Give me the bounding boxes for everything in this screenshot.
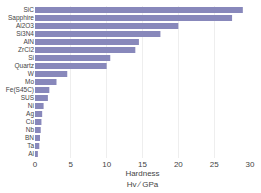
svg-text:HardnessHv ∕ GPa: HardnessHv ∕ GPa <box>125 169 159 188</box>
svg-text:Quartz: Quartz <box>14 62 34 70</box>
svg-text:30: 30 <box>246 160 255 169</box>
svg-text:ZrCl2: ZrCl2 <box>18 46 34 53</box>
svg-text:Sapphire: Sapphire <box>8 14 34 22</box>
svg-text:5: 5 <box>69 160 74 169</box>
svg-text:Ni: Ni <box>28 102 34 109</box>
svg-text:W: W <box>28 70 35 77</box>
svg-text:Fe(S45C): Fe(S45C) <box>6 86 34 94</box>
svg-text:SiC: SiC <box>24 6 35 13</box>
svg-text:Al2O3: Al2O3 <box>16 22 34 29</box>
svg-text:SUS: SUS <box>21 94 35 101</box>
svg-text:BN: BN <box>25 134 34 141</box>
svg-text:Mo: Mo <box>25 78 34 85</box>
svg-text:Nb: Nb <box>26 126 35 133</box>
svg-text:Ag: Ag <box>26 110 34 118</box>
svg-text:15: 15 <box>138 160 147 169</box>
svg-text:Si: Si <box>28 54 34 61</box>
svg-text:25: 25 <box>210 160 219 169</box>
svg-text:Cu: Cu <box>26 118 35 125</box>
svg-text:0: 0 <box>33 160 38 169</box>
svg-text:AlN: AlN <box>24 38 35 45</box>
svg-text:Al: Al <box>28 150 34 157</box>
svg-text:Si3N4: Si3N4 <box>16 30 34 37</box>
svg-text:20: 20 <box>174 160 183 169</box>
svg-text:Ta: Ta <box>27 142 34 149</box>
svg-text:10: 10 <box>102 160 111 169</box>
